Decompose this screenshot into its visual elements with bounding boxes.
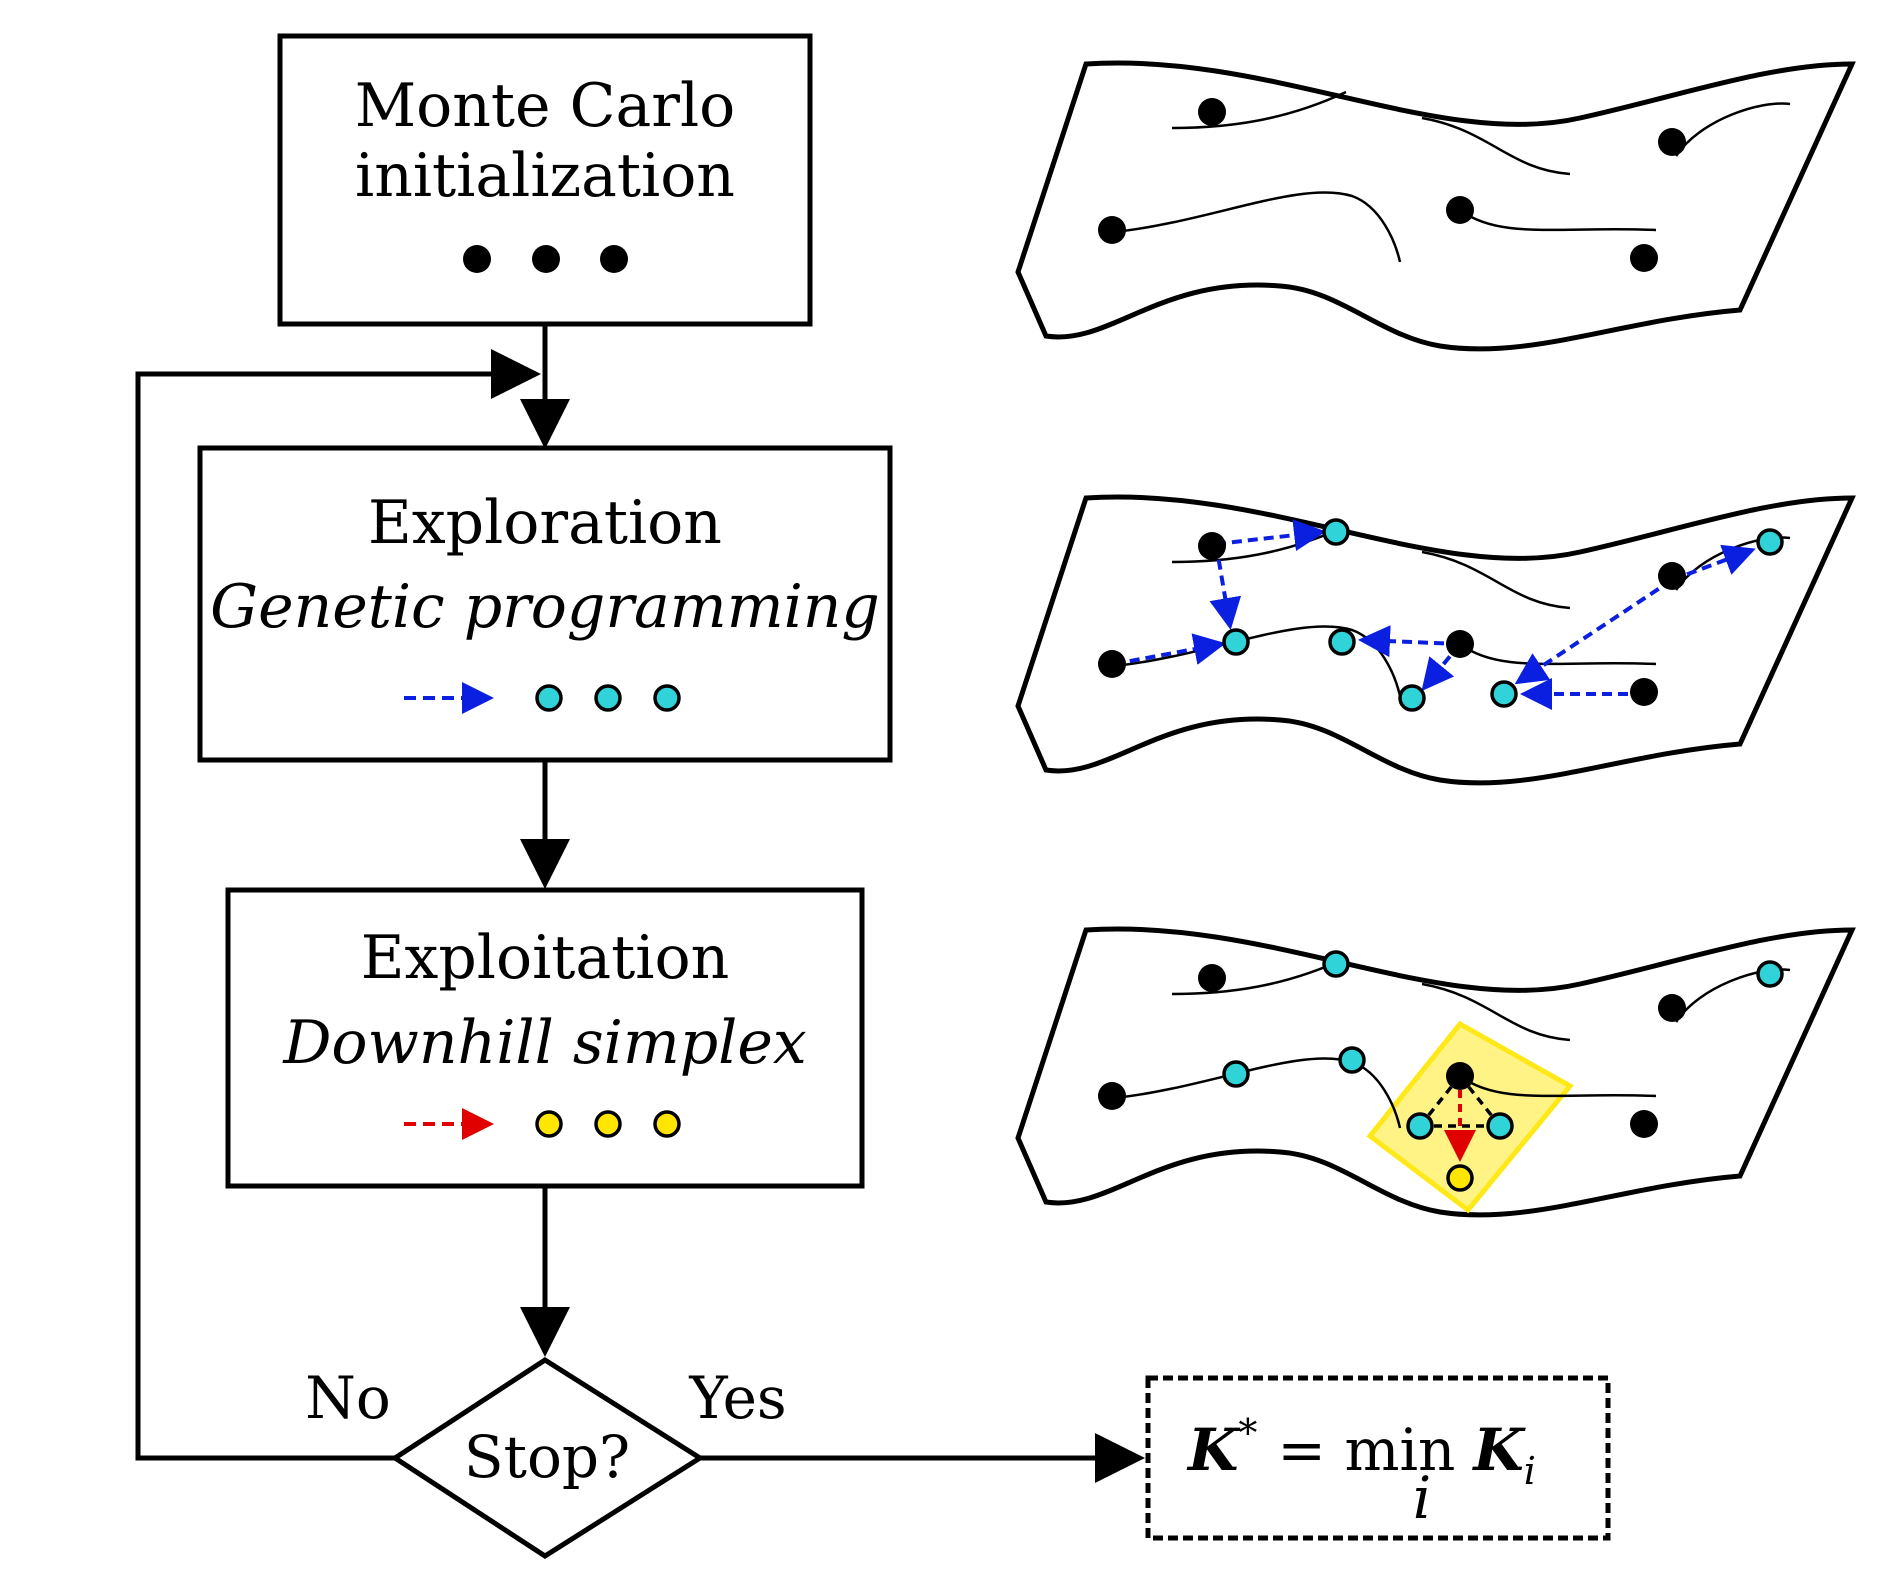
decision-diamond: Stop?: [390, 1357, 705, 1559]
result-superscript: *: [1238, 1411, 1257, 1455]
legend-exploit-point-2: [594, 1110, 622, 1138]
decision-label: Stop?: [464, 1423, 630, 1491]
exploit-subtitle: Downhill simplex: [282, 1008, 806, 1078]
surface-exploration: [1015, 494, 1856, 786]
result-min-index: i: [1413, 1464, 1432, 1532]
exploit-box: Exploitation Downhill simplex: [225, 887, 865, 1189]
result-symbol: K: [1186, 1416, 1241, 1484]
result-subscript: i: [1524, 1449, 1536, 1493]
legend-explore-point-3: [653, 684, 681, 712]
result-symbol2: K: [1471, 1416, 1526, 1484]
surface-initialization: [1015, 60, 1856, 352]
simplex-highlight: [1366, 1020, 1574, 1214]
legend-black-point-3: [600, 245, 628, 273]
surface-exploitation: [1015, 926, 1856, 1218]
init-box: Monte Carlo initialization: [277, 33, 813, 327]
result-box: K* = min Ki i: [1145, 1375, 1611, 1541]
exploit-title: Exploitation: [361, 923, 730, 993]
explore-box: Exploration Genetic programming: [197, 445, 893, 763]
legend-explore-point-2: [594, 684, 622, 712]
legend-exploit-point-1: [535, 1110, 563, 1138]
no-label: No: [305, 1364, 391, 1432]
legend-explore-point-1: [535, 684, 563, 712]
explore-subtitle: Genetic programming: [210, 572, 880, 642]
legend-exploit-point-3: [653, 1110, 681, 1138]
legend-black-point-1: [463, 245, 491, 273]
init-title-line2: initialization: [355, 141, 735, 211]
loop-back-arrow: [135, 349, 541, 1461]
result-formula: K* = min Ki: [1186, 1411, 1536, 1493]
legend-black-point-2: [532, 245, 560, 273]
init-title-line1: Monte Carlo: [355, 71, 736, 141]
result-operator: = min: [1277, 1416, 1455, 1484]
explore-title: Exploration: [368, 488, 722, 558]
yes-label: Yes: [688, 1364, 786, 1432]
